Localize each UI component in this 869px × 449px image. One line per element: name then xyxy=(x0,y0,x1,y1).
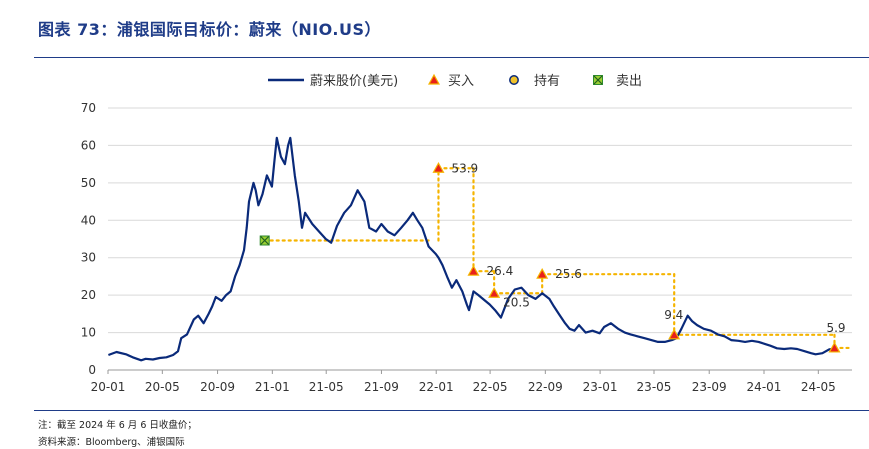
y-tick-label: 40 xyxy=(81,213,96,227)
x-tick-label: 24-01 xyxy=(747,380,782,394)
rating-markers xyxy=(259,162,841,353)
x-tick-label: 20-05 xyxy=(145,380,180,394)
target-label: 20.5 xyxy=(503,295,530,309)
target-label: 5.9 xyxy=(826,321,845,335)
chart-legend: 蔚来股价(美元) 买入 持有 卖出 xyxy=(268,73,642,89)
buy-marker xyxy=(828,341,841,353)
legend-label-hold: 持有 xyxy=(534,74,560,89)
y-tick-label: 10 xyxy=(81,326,96,340)
y-tick-label: 60 xyxy=(81,138,96,152)
sell-marker-cross xyxy=(260,236,270,245)
x-tick-label: 23-01 xyxy=(583,380,618,394)
buy-marker xyxy=(668,328,681,340)
legend-label-sell: 卖出 xyxy=(616,74,642,89)
x-tick-label: 24-05 xyxy=(801,380,836,394)
x-tick-label: 23-09 xyxy=(692,380,727,394)
x-tick-label: 22-09 xyxy=(528,380,563,394)
title-divider xyxy=(34,57,869,58)
y-tick-label: 50 xyxy=(81,176,96,190)
y-tick-label: 70 xyxy=(81,101,96,115)
legend-buy-swatch xyxy=(427,73,441,85)
y-tick-label: 20 xyxy=(81,288,96,302)
x-tick-label: 20-09 xyxy=(200,380,235,394)
target-price-lines xyxy=(263,167,854,350)
price-line xyxy=(108,136,835,362)
target-label: 25.6 xyxy=(555,267,582,281)
chart-title: 图表 73：浦银国际目标价：蔚来（NIO.US） xyxy=(38,20,382,39)
legend-sell-swatch-cross xyxy=(593,75,603,85)
legend-hold-swatch xyxy=(509,75,519,85)
x-tick-label: 22-01 xyxy=(419,380,454,394)
x-tick-label: 21-05 xyxy=(309,380,344,394)
y-axis: 0 10 20 30 40 50 60 70 xyxy=(81,101,96,377)
legend-label-price: 蔚来股价(美元) xyxy=(310,74,398,89)
buy-marker xyxy=(536,267,549,279)
x-tick-label: 22-05 xyxy=(473,380,508,394)
target-label: 26.4 xyxy=(486,264,513,278)
target-labels: 53.9 26.4 20.5 25.6 9.4 5.9 xyxy=(451,161,845,335)
buy-marker xyxy=(467,264,480,276)
y-tick-label: 0 xyxy=(88,363,96,377)
footnote: 注：截至 2024 年 6 月 6 日收盘价； xyxy=(38,420,197,431)
source-note: 资料来源：Bloomberg、浦银国际 xyxy=(38,437,185,448)
target-label: 9.4 xyxy=(664,308,683,322)
x-tick-label: 21-09 xyxy=(364,380,399,394)
footer-divider xyxy=(34,410,869,411)
legend-label-buy: 买入 xyxy=(448,74,474,89)
chart-grid xyxy=(108,107,852,371)
y-tick-label: 30 xyxy=(81,251,96,265)
x-tick-label: 21-01 xyxy=(255,380,290,394)
price-series-line xyxy=(108,136,835,362)
target-label: 53.9 xyxy=(451,161,478,175)
buy-marker xyxy=(432,162,445,173)
x-axis: 20-01 20-05 20-09 21-01 21-05 21-09 22-01 22-05… xyxy=(91,369,852,394)
x-tick-label: 23-05 xyxy=(637,380,672,394)
x-tick-label: 20-01 xyxy=(91,380,126,394)
buy-marker xyxy=(488,287,501,298)
